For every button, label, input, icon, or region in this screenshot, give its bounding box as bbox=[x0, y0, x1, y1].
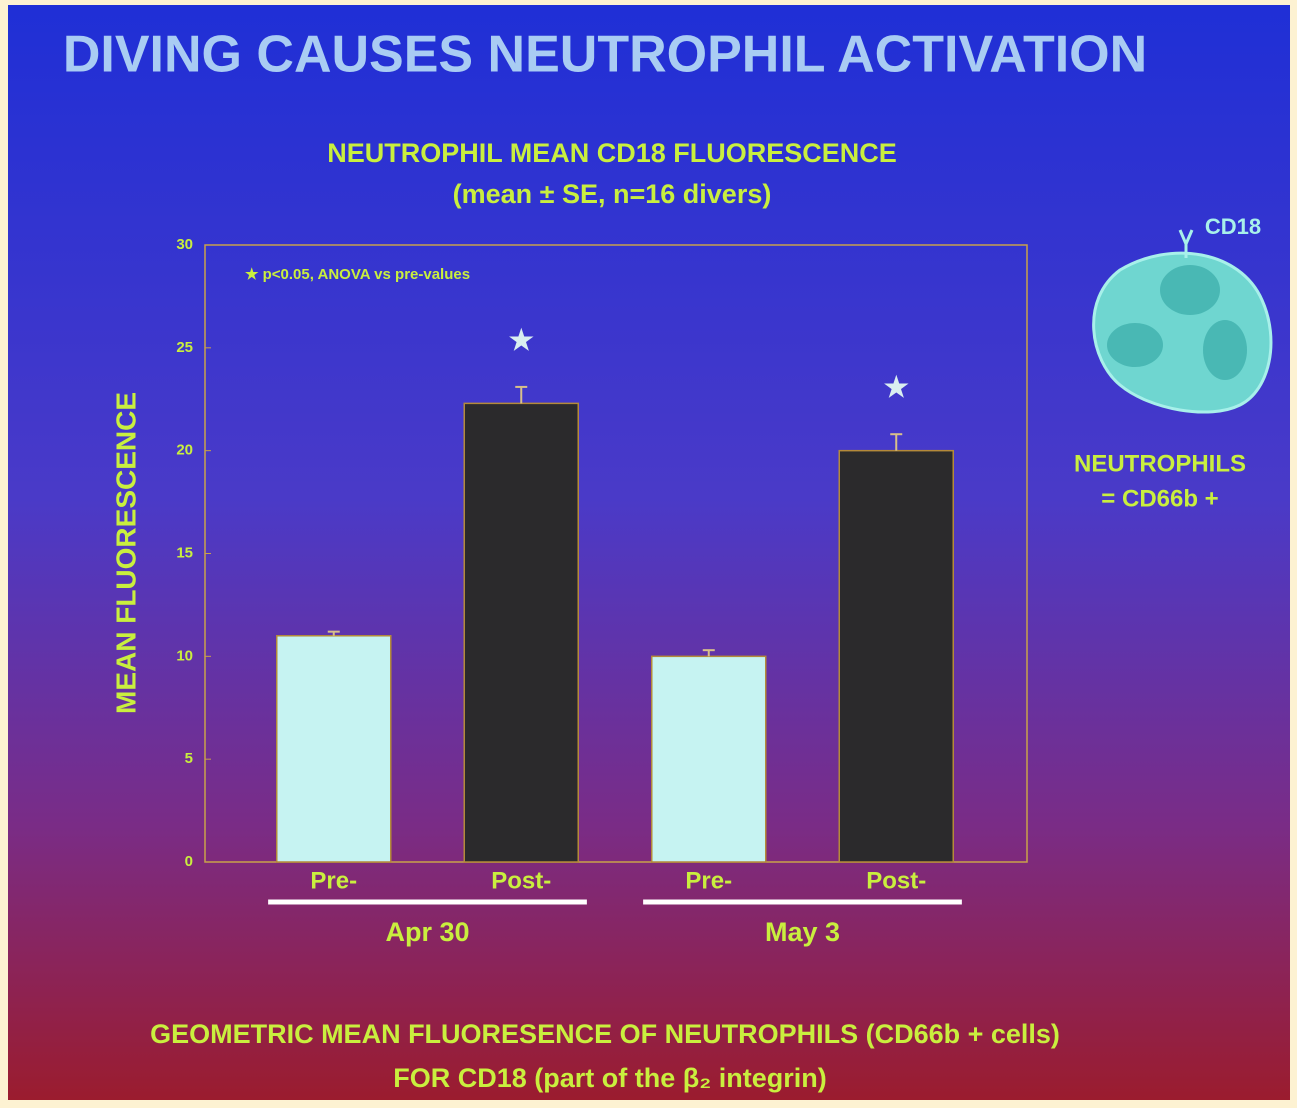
group-label: May 3 bbox=[765, 917, 840, 947]
x-tick-label: Pre- bbox=[310, 867, 357, 894]
group-label: Apr 30 bbox=[385, 917, 469, 947]
nucleus-lobe bbox=[1160, 265, 1220, 315]
side-note: NEUTROPHILS bbox=[1074, 450, 1246, 477]
y-tick-label: 15 bbox=[176, 544, 193, 561]
cell-marker: CD18 bbox=[1205, 214, 1261, 239]
footer-line: FOR CD18 (part of the β₂ integrin) bbox=[393, 1063, 826, 1093]
footer-line: GEOMETRIC MEAN FLUORESENCE OF NEUTROPHIL… bbox=[150, 1019, 1060, 1049]
y-tick-label: 10 bbox=[176, 647, 193, 664]
bar bbox=[276, 635, 392, 863]
y-axis-label: MEAN FLUORESCENCE bbox=[110, 392, 141, 714]
significance-marker: ★ bbox=[509, 324, 534, 355]
receptor-icon bbox=[1178, 229, 1194, 258]
x-tick-label: Post- bbox=[866, 867, 926, 894]
cell-illustration: CD18 bbox=[1092, 214, 1273, 414]
bar bbox=[463, 402, 579, 863]
significance-marker: ★ bbox=[884, 372, 909, 403]
bar bbox=[651, 655, 767, 863]
slide-background bbox=[8, 5, 1290, 1100]
x-tick-label: Pre- bbox=[685, 867, 732, 894]
nucleus-lobe bbox=[1107, 323, 1163, 367]
side-note: = CD66b + bbox=[1101, 485, 1218, 512]
y-tick-label: 5 bbox=[185, 750, 193, 767]
slide-heading: DIVING CAUSES NEUTROPHIL ACTIVATION bbox=[63, 26, 1147, 84]
y-tick-label: 20 bbox=[176, 442, 193, 459]
bar bbox=[838, 449, 954, 863]
chart-title: NEUTROPHIL MEAN CD18 FLUORESCENCE bbox=[327, 138, 897, 168]
y-tick-label: 0 bbox=[185, 853, 193, 870]
y-tick-label: 30 bbox=[176, 236, 193, 253]
annotation: ★ p<0.05, ANOVA vs pre-values bbox=[245, 266, 470, 283]
nucleus-lobe bbox=[1203, 320, 1247, 380]
x-tick-label: Post- bbox=[491, 867, 551, 894]
chart-subtitle: (mean ± SE, n=16 divers) bbox=[453, 179, 772, 209]
y-tick-label: 25 bbox=[176, 339, 193, 356]
